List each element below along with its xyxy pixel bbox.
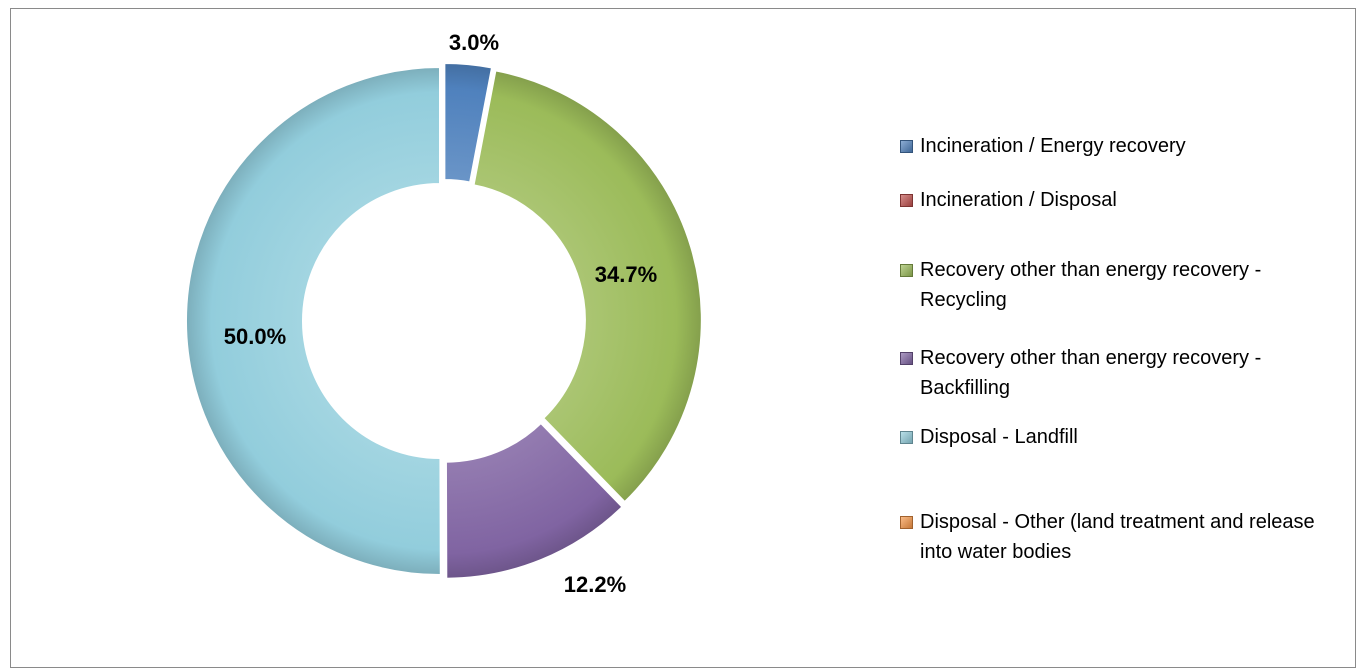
slice-data-label: 12.2% [564,572,626,597]
donut-slice [185,66,442,577]
slice-data-label: 3.0% [449,30,499,55]
slice-data-label: 50.0% [224,324,286,349]
slice-data-label: 34.7% [595,262,657,287]
donut-slice [443,62,494,184]
donut-slice [444,421,624,580]
donut-slice [472,69,703,504]
